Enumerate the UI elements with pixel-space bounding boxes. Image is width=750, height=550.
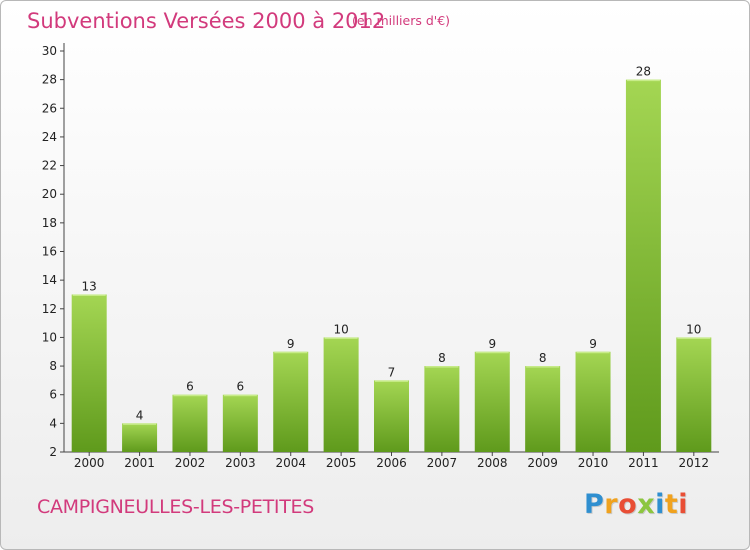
bar-2010 bbox=[575, 351, 611, 452]
x-tick-label-2003: 2003 bbox=[225, 456, 256, 470]
bar-2001 bbox=[122, 423, 158, 452]
bar-2009 bbox=[525, 366, 561, 452]
value-label-2006: 7 bbox=[388, 365, 396, 379]
x-axis: 2000 2001 2002 2003 2004 2005 2006 2007 2008 2009… bbox=[64, 451, 719, 470]
bar-highlight bbox=[72, 294, 106, 296]
bar-highlight bbox=[274, 351, 308, 354]
bar-2004 bbox=[273, 351, 309, 452]
chart-unit-note: (en milliers d'€) bbox=[352, 13, 451, 28]
bar-highlight bbox=[526, 366, 560, 368]
proxiti-logo[interactable]: Proxiti bbox=[584, 489, 688, 520]
y-tick-label: 30 bbox=[42, 44, 57, 58]
bar-2005 bbox=[323, 337, 359, 452]
x-tick-label-2000: 2000 bbox=[74, 456, 105, 470]
bar-highlight bbox=[173, 394, 207, 397]
y-tick-label: 28 bbox=[42, 73, 57, 87]
y-tick-label: 8 bbox=[49, 359, 57, 373]
y-tick-label: 18 bbox=[42, 216, 57, 230]
bar-2008 bbox=[474, 351, 510, 452]
value-label-2005: 10 bbox=[333, 322, 348, 336]
bars: 13 4 6 6 9 10 7 8 9 8 9 28 10 bbox=[71, 65, 712, 453]
value-label-2012: 10 bbox=[686, 322, 701, 336]
bar-highlight bbox=[223, 394, 257, 397]
value-label-2002: 6 bbox=[186, 380, 194, 394]
y-tick-label: 10 bbox=[42, 330, 57, 344]
commune-name: CAMPIGNEULLES-LES-PETITES bbox=[37, 496, 315, 518]
x-tick-label-2004: 2004 bbox=[275, 456, 306, 470]
logo-letter: x bbox=[637, 489, 656, 520]
bar-2003 bbox=[222, 394, 258, 452]
value-label-2009: 8 bbox=[539, 351, 547, 365]
value-label-2010: 9 bbox=[589, 337, 597, 351]
x-tick-label-2006: 2006 bbox=[376, 456, 407, 470]
y-tick-label: 4 bbox=[49, 416, 57, 430]
x-tick-label-2007: 2007 bbox=[427, 456, 458, 470]
y-tick-label: 2 bbox=[49, 445, 57, 459]
x-tick-label-2001: 2001 bbox=[124, 456, 155, 470]
y-tick-label: 26 bbox=[42, 101, 57, 115]
bar-highlight bbox=[123, 423, 157, 425]
y-tick-label: 14 bbox=[42, 273, 57, 287]
bar-highlight bbox=[677, 337, 711, 339]
logo-letter: i bbox=[655, 489, 665, 520]
logo-letter: i bbox=[678, 489, 689, 520]
bar-2000 bbox=[71, 294, 107, 452]
bar-highlight bbox=[324, 337, 358, 339]
x-tick-label-2009: 2009 bbox=[527, 456, 558, 470]
value-label-2000: 13 bbox=[82, 279, 97, 293]
value-label-2003: 6 bbox=[237, 380, 245, 394]
y-tick-label: 24 bbox=[42, 130, 57, 144]
x-tick-label-2012: 2012 bbox=[679, 456, 710, 470]
bar-highlight bbox=[425, 366, 459, 368]
x-tick-label-2011: 2011 bbox=[628, 456, 659, 470]
bar-highlight bbox=[626, 79, 660, 82]
bar-highlight bbox=[475, 351, 509, 354]
y-tick-label: 12 bbox=[42, 302, 57, 316]
bar-highlight bbox=[375, 380, 408, 382]
bar-2006 bbox=[374, 380, 409, 452]
value-label-2004: 9 bbox=[287, 337, 295, 351]
y-tick-label: 20 bbox=[42, 187, 57, 201]
value-label-2008: 9 bbox=[488, 337, 496, 351]
value-label-2001: 4 bbox=[136, 408, 144, 422]
bar-2012 bbox=[676, 337, 712, 452]
x-tick-label-2005: 2005 bbox=[326, 456, 357, 470]
x-tick-label-2008: 2008 bbox=[477, 456, 508, 470]
logo-letter: t bbox=[664, 489, 679, 520]
x-tick-label-2010: 2010 bbox=[578, 456, 609, 470]
y-tick-label: 16 bbox=[42, 245, 57, 259]
bar-2002 bbox=[172, 394, 208, 452]
y-tick-label: 6 bbox=[49, 388, 57, 402]
logo-letter: P bbox=[584, 489, 605, 520]
bar-2011 bbox=[625, 79, 661, 453]
chart-title: Subventions Versées 2000 à 2012 bbox=[27, 9, 386, 33]
bar-2007 bbox=[424, 366, 460, 452]
x-tick-label-2002: 2002 bbox=[175, 456, 206, 470]
logo-letter: o bbox=[618, 489, 638, 520]
value-label-2007: 8 bbox=[438, 351, 446, 365]
value-label-2011: 28 bbox=[636, 65, 651, 79]
logo-letter: r bbox=[604, 489, 619, 520]
y-tick-label: 22 bbox=[42, 159, 57, 173]
bar-highlight bbox=[576, 351, 610, 354]
